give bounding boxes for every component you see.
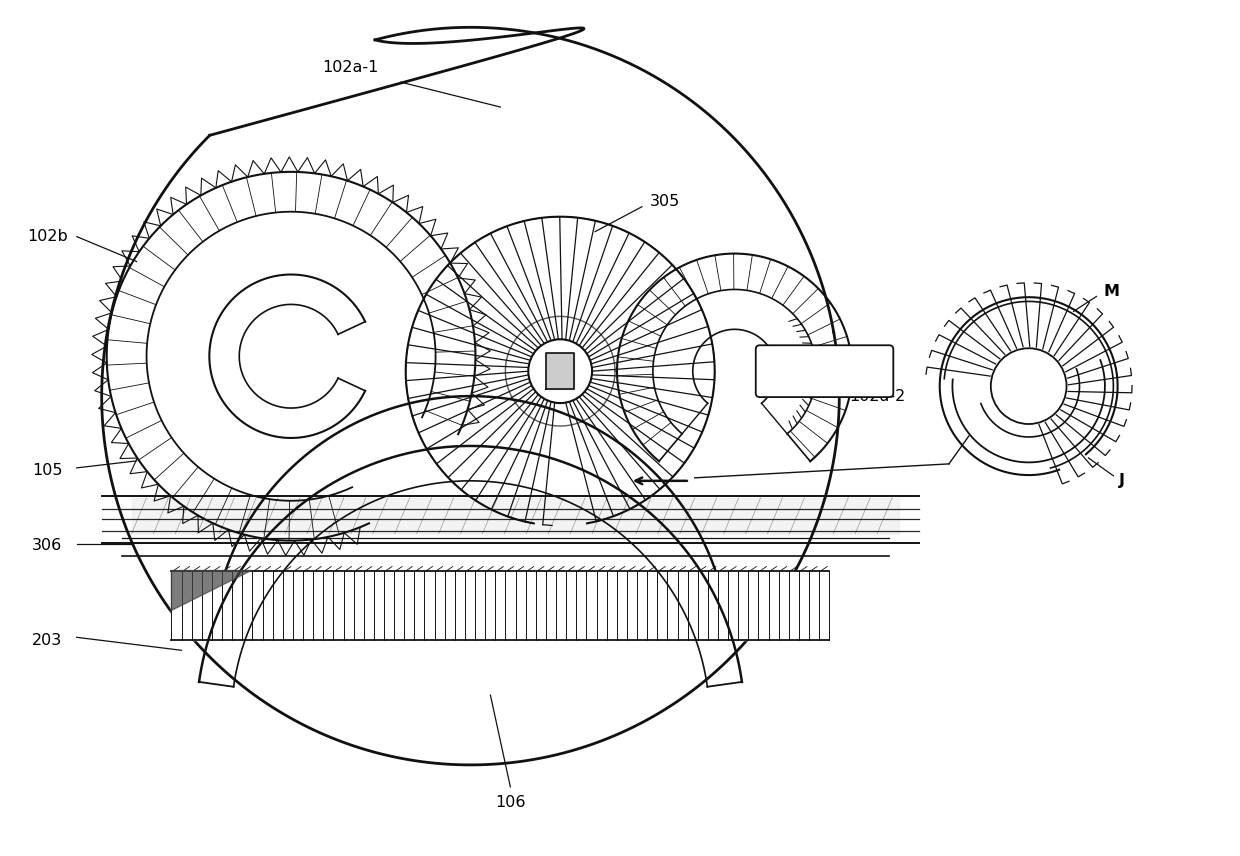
Text: 203: 203 (32, 633, 62, 648)
Text: 102b: 102b (27, 229, 68, 244)
Text: 305: 305 (650, 194, 681, 209)
Text: 105: 105 (32, 463, 62, 479)
Text: 102a-2: 102a-2 (849, 389, 905, 403)
Polygon shape (547, 354, 574, 389)
Text: 102a-1: 102a-1 (322, 60, 379, 74)
Text: 106: 106 (495, 795, 526, 811)
Text: 306: 306 (32, 538, 62, 553)
Polygon shape (171, 571, 252, 610)
Circle shape (991, 348, 1066, 424)
Circle shape (528, 339, 591, 403)
FancyBboxPatch shape (755, 345, 893, 397)
Text: M: M (1104, 284, 1120, 299)
Text: J: J (1118, 473, 1125, 488)
